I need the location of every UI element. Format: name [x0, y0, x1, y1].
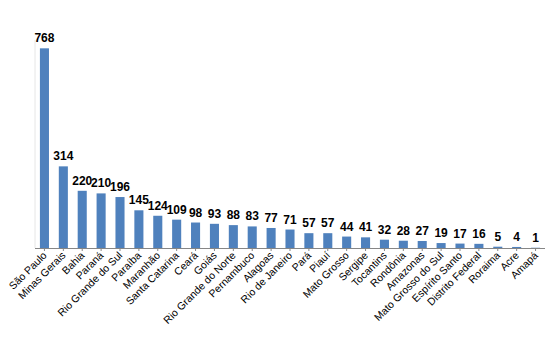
x-tick-label: Santa Catarina	[123, 249, 181, 307]
bar	[78, 191, 87, 248]
x-tick	[365, 248, 366, 251]
x-tick	[308, 248, 309, 251]
data-label: 4	[513, 230, 520, 244]
data-label: 19	[434, 226, 448, 240]
data-label: 28	[397, 224, 411, 238]
bar	[399, 241, 408, 248]
bar	[267, 228, 276, 248]
bar	[172, 220, 181, 248]
x-tick	[138, 248, 139, 251]
data-label: 16	[472, 227, 486, 241]
data-label: 145	[129, 193, 149, 207]
x-tick-label: Rio de Janeiro	[238, 249, 294, 305]
data-label: 57	[302, 216, 316, 230]
data-label: 27	[416, 224, 430, 238]
bar	[229, 225, 238, 248]
bar	[304, 233, 313, 248]
data-label: 109	[167, 203, 187, 217]
x-tick-label: Roraima	[466, 249, 503, 286]
x-tick-label: Minas Gerais	[16, 249, 68, 301]
bar	[455, 244, 464, 248]
data-label: 124	[148, 199, 168, 213]
y-axis-line	[35, 40, 36, 248]
x-tick	[346, 248, 347, 251]
bars	[40, 48, 540, 248]
x-tick	[384, 248, 385, 251]
bar	[380, 240, 389, 248]
bar	[512, 247, 521, 248]
x-tick	[157, 248, 158, 251]
bar	[134, 210, 143, 248]
data-label: 196	[110, 180, 130, 194]
x-tick	[403, 248, 404, 251]
bar	[531, 247, 540, 248]
data-label: 88	[227, 208, 241, 222]
data-label: 71	[283, 213, 297, 227]
x-tick	[176, 248, 177, 251]
bar	[361, 237, 370, 248]
bar	[474, 244, 483, 248]
x-tick	[233, 248, 234, 251]
x-tick	[44, 248, 45, 251]
data-label: 1	[532, 231, 539, 245]
x-tick	[497, 248, 498, 251]
x-tick	[460, 248, 461, 251]
bar	[40, 48, 49, 248]
data-label: 93	[208, 207, 222, 221]
x-tick	[271, 248, 272, 251]
data-label: 17	[453, 227, 467, 241]
x-tick	[195, 248, 196, 251]
bar	[210, 224, 219, 248]
x-tick	[327, 248, 328, 251]
bar	[285, 230, 294, 248]
x-tick	[441, 248, 442, 251]
data-label: 210	[91, 176, 111, 190]
x-tick	[252, 248, 253, 251]
bar	[59, 166, 68, 248]
data-label: 768	[34, 31, 54, 45]
x-tick	[535, 248, 536, 251]
bar	[115, 197, 124, 248]
x-tick	[290, 248, 291, 251]
x-tick	[516, 248, 517, 251]
x-tick	[101, 248, 102, 251]
data-label: 44	[340, 220, 354, 234]
chart-container: 7683142202101961451241099893888377715757…	[0, 0, 560, 342]
x-tick	[214, 248, 215, 251]
data-label: 32	[378, 223, 392, 237]
data-label: 41	[359, 220, 373, 234]
bar	[437, 243, 446, 248]
bar	[323, 233, 332, 248]
x-tick	[478, 248, 479, 251]
data-label: 98	[189, 206, 203, 220]
x-tick	[422, 248, 423, 251]
x-tick	[82, 248, 83, 251]
data-label: 77	[264, 211, 278, 225]
chart: 7683142202101961451241099893888377715757…	[0, 0, 560, 342]
data-label: 5	[494, 230, 501, 244]
bar	[97, 193, 106, 248]
data-label: 57	[321, 216, 335, 230]
x-tick	[120, 248, 121, 251]
bar	[342, 237, 351, 248]
bar	[493, 247, 502, 248]
bar	[153, 216, 162, 248]
data-label: 220	[72, 174, 92, 188]
bar	[418, 241, 427, 248]
x-tick-label: Amapá	[508, 249, 540, 281]
data-label: 314	[53, 149, 73, 163]
bar	[191, 223, 200, 248]
bar	[248, 226, 257, 248]
x-tick	[63, 248, 64, 251]
data-label: 83	[246, 209, 260, 223]
x-tick-label: Rio Grande do Sul	[55, 249, 125, 319]
